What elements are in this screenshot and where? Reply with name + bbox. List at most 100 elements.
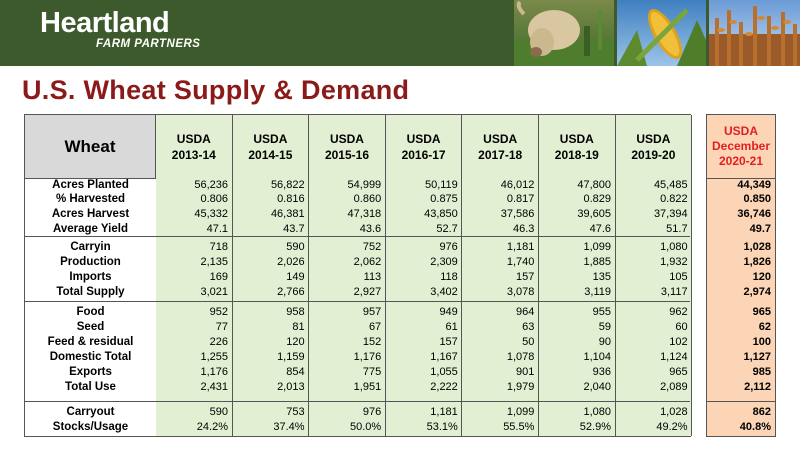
table-cell: 102: [669, 336, 688, 348]
year-header-line2: 2019-20: [631, 147, 676, 162]
table-cell: 965: [669, 366, 688, 378]
year-header-line2: 2017-18: [478, 147, 523, 162]
table-cell: 0.806: [200, 193, 228, 205]
year-header-line2: 2014-15: [248, 147, 293, 162]
december-forecast-column: USDA December 2020-21 44,349 0.850 36,746 4…: [706, 114, 776, 437]
year-header-line2: 2015-16: [324, 147, 369, 162]
table-cell: 67: [368, 321, 382, 333]
december-header-line2: December: [711, 139, 771, 153]
year-header-line2: 2018-19: [554, 147, 599, 162]
row-label: Imports: [69, 271, 112, 283]
table-cell: 1,167: [430, 351, 458, 363]
table-cell: 1,159: [277, 351, 305, 363]
logo-heartland: Heartland: [40, 7, 170, 39]
table-cell: 37.4%: [273, 421, 305, 433]
table-cell: 2,927: [353, 286, 382, 298]
december-cell: 62: [758, 321, 771, 333]
december-cell: 36,746: [737, 208, 771, 220]
table-cell: 50: [522, 336, 535, 348]
wheat-balance-table: Wheat USDA 2013-14 USDA 2014-15 USDA 2015-16 U…: [24, 114, 693, 437]
table-cell: 37,586: [500, 208, 535, 220]
december-header-line1: USDA: [723, 124, 758, 138]
table-cell: 52.7: [436, 223, 458, 235]
table-cell: 46,381: [270, 208, 305, 220]
table-cell: 1,028: [660, 406, 688, 418]
table-cell: 226: [209, 336, 228, 348]
section-divider: [25, 236, 690, 237]
year-header-line1: USDA: [636, 131, 671, 146]
december-cell: 862: [752, 406, 771, 418]
row-label: Production: [60, 256, 121, 268]
december-header: USDA December 2020-21: [707, 115, 775, 179]
table-cell: 976: [439, 241, 458, 253]
table-cell: 63: [522, 321, 535, 333]
table-cell: 854: [286, 366, 305, 378]
row-label: Feed & residual: [47, 336, 134, 348]
table-cell: 45,332: [194, 208, 228, 220]
table-cell: 113: [363, 271, 382, 283]
table-cell: 955: [592, 306, 611, 318]
table-cell: 976: [362, 406, 382, 418]
table-cell: 37,394: [653, 208, 688, 220]
table-cell: 149: [286, 271, 305, 283]
table-cell: 590: [286, 241, 305, 253]
table-cell: 46,012: [500, 179, 535, 191]
year-column-3: [385, 178, 463, 436]
table-cell: 590: [209, 406, 228, 418]
year-header-line2: 2013-14: [171, 147, 216, 162]
table-cell: 3,119: [584, 286, 611, 298]
table-cell: 0.860: [353, 193, 382, 205]
table-cell: 47,800: [577, 179, 611, 191]
table-cell: 1,078: [506, 351, 535, 363]
table-cell: 47.6: [589, 223, 611, 235]
table-cell: 47.1: [206, 223, 228, 235]
table-cell: 1,181: [506, 241, 535, 253]
table-cell: 3,021: [200, 286, 228, 298]
row-label: Total Supply: [56, 286, 125, 298]
december-header-line3: 2020-21: [718, 154, 764, 168]
year-header-4: USDA 2017-18: [462, 115, 539, 178]
table-cell: 47,318: [347, 208, 382, 220]
december-cell: 1,127: [743, 351, 771, 363]
table-cell: 1,255: [200, 351, 228, 363]
table-cell: 77: [215, 321, 228, 333]
table-cell: 157: [516, 271, 535, 283]
december-cell: 0.850: [743, 193, 771, 205]
table-cell: 2,222: [430, 381, 458, 393]
table-cell: 2,040: [583, 381, 611, 393]
table-cell: 2,309: [430, 256, 458, 268]
table-cell: 90: [598, 336, 611, 348]
table-cell: 43,850: [424, 208, 458, 220]
table-cell: 0.829: [583, 193, 611, 205]
december-cell: 49.7: [749, 223, 771, 235]
row-label: % Harvested: [55, 193, 126, 205]
table-cell: 1,176: [353, 351, 382, 363]
row-label: Food: [76, 306, 105, 318]
december-cell: 2,974: [743, 286, 771, 298]
soybean-photo: [709, 0, 800, 66]
corn-photo: [617, 0, 706, 66]
december-cell: 40.8%: [739, 421, 771, 433]
table-cell: 1,740: [506, 256, 535, 268]
year-column-4: [462, 178, 539, 436]
table-cell: 936: [592, 366, 611, 378]
table-cell: 43.6: [359, 223, 382, 235]
table-cell: 1,055: [430, 366, 458, 378]
table-cell: 39,605: [577, 208, 611, 220]
table-cell: 51.7: [666, 223, 688, 235]
december-cell: 100: [752, 336, 771, 348]
table-cell: 1,099: [583, 241, 611, 253]
table-cell: 59: [598, 321, 611, 333]
december-cell: 120: [752, 271, 771, 283]
year-header-3: USDA 2016-17: [385, 115, 463, 178]
header-banner: Heartland FARM PARTNERS: [0, 0, 800, 66]
page-title: U.S. Wheat Supply & Demand: [22, 75, 410, 105]
table-cell: 952: [209, 306, 228, 318]
table-cell: 118: [440, 271, 458, 283]
row-label: Acres Planted: [52, 179, 129, 191]
december-cell: 965: [752, 306, 771, 318]
table-cell: 2,431: [200, 381, 228, 393]
table-cell: 949: [439, 306, 458, 318]
table-cell: 1,181: [430, 406, 458, 418]
year-header-line1: USDA: [483, 131, 518, 146]
